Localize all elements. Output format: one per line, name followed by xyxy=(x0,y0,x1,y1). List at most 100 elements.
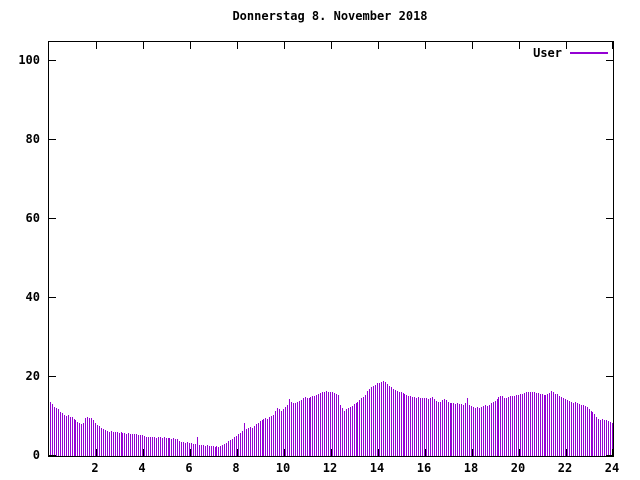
bar xyxy=(586,407,588,456)
x-tick-mirror xyxy=(284,42,285,49)
bar xyxy=(584,406,586,456)
bar xyxy=(461,403,463,456)
bar xyxy=(335,393,337,456)
bar xyxy=(412,396,414,456)
bar xyxy=(208,446,210,456)
bar xyxy=(488,404,490,456)
x-tick-mirror xyxy=(190,42,191,49)
x-tick xyxy=(331,449,332,456)
x-axis-label: 14 xyxy=(369,461,385,475)
bar xyxy=(343,410,345,456)
bar xyxy=(531,391,533,456)
bar xyxy=(351,405,353,456)
y-tick-mirror xyxy=(606,139,613,140)
bar xyxy=(189,442,191,456)
bar xyxy=(185,442,187,456)
bar xyxy=(206,445,208,456)
bar xyxy=(386,383,388,456)
bar xyxy=(138,434,140,456)
bar xyxy=(402,392,404,456)
y-axis-label: 40 xyxy=(25,290,40,304)
bar xyxy=(482,406,484,456)
bar xyxy=(518,394,520,456)
bar xyxy=(53,406,55,456)
bar xyxy=(204,445,206,456)
bar xyxy=(318,394,320,456)
bar xyxy=(457,403,459,456)
bar xyxy=(85,418,87,456)
bar xyxy=(224,444,226,456)
bar xyxy=(463,404,465,456)
bar xyxy=(494,401,496,456)
bar xyxy=(422,397,424,456)
bar xyxy=(183,442,185,456)
bar xyxy=(549,393,551,456)
bar xyxy=(484,405,486,456)
bar xyxy=(110,431,112,456)
bar xyxy=(67,414,69,456)
y-tick xyxy=(49,297,56,298)
bar xyxy=(230,440,232,456)
bar xyxy=(459,404,461,456)
bar xyxy=(557,394,559,456)
bar xyxy=(474,407,476,456)
bar xyxy=(373,385,375,456)
bar xyxy=(126,433,128,456)
bar xyxy=(388,385,390,456)
bar xyxy=(265,418,267,456)
bar xyxy=(427,398,429,456)
bar xyxy=(134,434,136,456)
bar xyxy=(298,401,300,456)
bar xyxy=(608,420,610,456)
bar xyxy=(596,416,598,456)
bar xyxy=(275,411,277,456)
bar xyxy=(175,439,177,456)
bar xyxy=(357,401,359,456)
x-tick xyxy=(472,449,473,456)
bar xyxy=(198,444,200,456)
bar xyxy=(565,399,567,456)
bar xyxy=(283,409,285,456)
bar xyxy=(551,391,553,456)
bar xyxy=(89,417,91,456)
bar xyxy=(196,436,198,456)
x-axis-label: 20 xyxy=(510,461,526,475)
bar xyxy=(226,442,228,456)
bar xyxy=(322,391,324,456)
bar xyxy=(316,395,318,456)
bar xyxy=(429,398,431,456)
bar xyxy=(187,442,189,456)
bar xyxy=(155,437,157,456)
bar xyxy=(355,402,357,456)
bar xyxy=(173,438,175,456)
bar xyxy=(200,444,202,456)
bar xyxy=(144,436,145,456)
bar xyxy=(480,407,482,456)
bar xyxy=(543,394,545,456)
bar xyxy=(277,408,279,456)
legend: User xyxy=(533,46,608,60)
bar xyxy=(568,401,570,456)
bar xyxy=(296,402,298,456)
bar xyxy=(529,392,531,456)
bar xyxy=(349,407,351,456)
y-tick-mirror xyxy=(606,455,613,456)
bar xyxy=(130,433,132,456)
bar xyxy=(167,437,169,456)
x-axis-label: 12 xyxy=(322,461,338,475)
bar xyxy=(112,431,114,456)
bar xyxy=(369,388,371,456)
bar xyxy=(153,437,155,456)
bar xyxy=(212,446,214,456)
bar xyxy=(547,394,549,456)
bar xyxy=(576,403,578,456)
bar xyxy=(259,421,261,456)
bar xyxy=(202,445,204,456)
x-tick-mirror xyxy=(143,42,144,49)
bar xyxy=(476,407,478,456)
y-axis-label: 100 xyxy=(18,53,40,67)
bar xyxy=(286,404,288,456)
bar xyxy=(234,437,236,456)
bar xyxy=(77,422,79,456)
bar xyxy=(414,397,416,456)
